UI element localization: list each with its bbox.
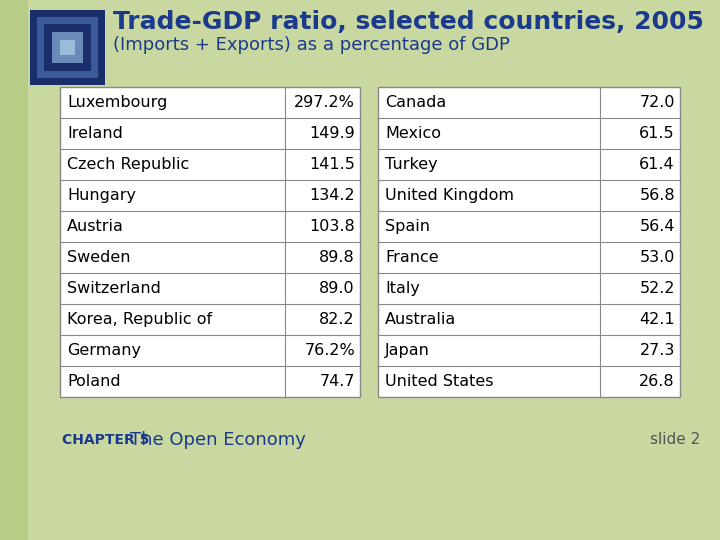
Text: 76.2%: 76.2% — [305, 343, 355, 358]
Bar — [30, 10, 105, 85]
Text: (Imports + Exports) as a percentage of GDP: (Imports + Exports) as a percentage of G… — [113, 36, 510, 54]
Bar — [37, 17, 98, 78]
Bar — [378, 304, 680, 335]
Text: 27.3: 27.3 — [639, 343, 675, 358]
Bar — [52, 32, 83, 63]
Bar — [60, 366, 360, 397]
Text: Mexico: Mexico — [385, 126, 441, 141]
Bar — [378, 211, 680, 242]
Bar — [378, 366, 680, 397]
Text: 56.8: 56.8 — [639, 188, 675, 203]
Bar — [0, 0, 28, 540]
Text: Australia: Australia — [385, 312, 456, 327]
Text: 82.2: 82.2 — [320, 312, 355, 327]
Text: Austria: Austria — [67, 219, 124, 234]
Bar — [60, 87, 360, 397]
Bar — [60, 242, 360, 273]
Text: 52.2: 52.2 — [639, 281, 675, 296]
Bar — [60, 335, 360, 366]
Text: Luxembourg: Luxembourg — [67, 95, 167, 110]
Text: 134.2: 134.2 — [310, 188, 355, 203]
Text: 42.1: 42.1 — [639, 312, 675, 327]
Text: 26.8: 26.8 — [639, 374, 675, 389]
Text: Czech Republic: Czech Republic — [67, 157, 189, 172]
Bar — [378, 273, 680, 304]
Text: 89.0: 89.0 — [320, 281, 355, 296]
Bar — [60, 87, 360, 118]
Text: 74.7: 74.7 — [320, 374, 355, 389]
Text: Korea, Republic of: Korea, Republic of — [67, 312, 212, 327]
Text: 297.2%: 297.2% — [294, 95, 355, 110]
Bar — [378, 118, 680, 149]
Text: Trade-GDP ratio, selected countries, 2005: Trade-GDP ratio, selected countries, 200… — [113, 10, 704, 34]
Text: United States: United States — [385, 374, 493, 389]
Text: Canada: Canada — [385, 95, 446, 110]
Bar — [44, 24, 91, 71]
Text: 141.5: 141.5 — [309, 157, 355, 172]
Bar — [60, 273, 360, 304]
Text: 61.5: 61.5 — [639, 126, 675, 141]
Text: 56.4: 56.4 — [639, 219, 675, 234]
Text: France: France — [385, 250, 438, 265]
Text: Spain: Spain — [385, 219, 430, 234]
Bar — [60, 40, 75, 55]
Text: Japan: Japan — [385, 343, 430, 358]
Text: Ireland: Ireland — [67, 126, 123, 141]
Text: The Open Economy: The Open Economy — [130, 431, 306, 449]
Text: 72.0: 72.0 — [639, 95, 675, 110]
Text: 149.9: 149.9 — [310, 126, 355, 141]
Text: slide 2: slide 2 — [649, 433, 700, 448]
Text: Poland: Poland — [67, 374, 121, 389]
Bar — [60, 180, 360, 211]
Bar — [60, 304, 360, 335]
Text: Turkey: Turkey — [385, 157, 438, 172]
Text: Switzerland: Switzerland — [67, 281, 161, 296]
Text: Italy: Italy — [385, 281, 420, 296]
Text: Sweden: Sweden — [67, 250, 130, 265]
Bar — [378, 335, 680, 366]
Text: Hungary: Hungary — [67, 188, 136, 203]
Text: 61.4: 61.4 — [639, 157, 675, 172]
Bar — [378, 242, 680, 273]
Bar — [378, 180, 680, 211]
Text: 53.0: 53.0 — [639, 250, 675, 265]
Bar — [378, 87, 680, 397]
Text: 103.8: 103.8 — [310, 219, 355, 234]
Text: Germany: Germany — [67, 343, 141, 358]
Bar — [60, 211, 360, 242]
Text: United Kingdom: United Kingdom — [385, 188, 514, 203]
Bar — [60, 118, 360, 149]
Bar — [60, 149, 360, 180]
Bar — [378, 87, 680, 118]
Bar — [378, 149, 680, 180]
Text: CHAPTER 5: CHAPTER 5 — [62, 433, 149, 447]
Text: 89.8: 89.8 — [319, 250, 355, 265]
